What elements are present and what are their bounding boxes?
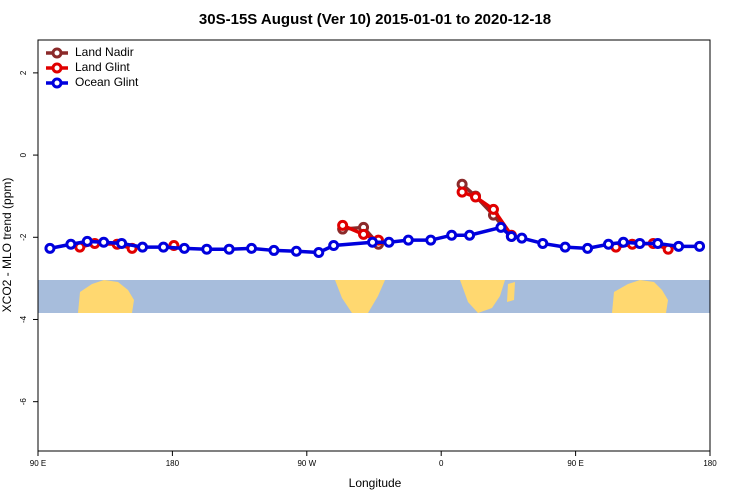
point <box>337 219 349 231</box>
point <box>81 235 93 247</box>
point <box>290 245 302 257</box>
plot-frame <box>37 39 711 452</box>
point <box>367 236 379 248</box>
point <box>223 243 235 255</box>
point <box>65 238 77 250</box>
point <box>652 237 664 249</box>
point <box>456 186 468 198</box>
point <box>402 234 414 246</box>
point <box>328 240 340 251</box>
y-tick-label: -4 <box>19 315 28 323</box>
y-tick-label: -2 <box>19 233 28 241</box>
legend-marker <box>51 77 63 89</box>
point <box>673 240 685 252</box>
x-tick-label: 180 <box>166 459 180 468</box>
legend-label: Land Nadir <box>75 45 134 59</box>
point <box>602 238 614 250</box>
point <box>464 229 476 241</box>
point <box>470 191 482 203</box>
point <box>383 236 395 248</box>
chart-title: 30S-15S August (Ver 10) 2015-01-01 to 20… <box>199 11 551 28</box>
point <box>446 229 458 241</box>
point <box>516 232 528 244</box>
point <box>178 242 190 254</box>
point <box>157 241 169 253</box>
point <box>201 243 213 255</box>
point <box>505 230 517 242</box>
x-tick-label: 90 W <box>297 459 316 468</box>
point <box>559 241 571 253</box>
legend-label: Land Glint <box>75 60 130 74</box>
point <box>313 246 325 258</box>
point <box>137 241 149 253</box>
y-tick-label: -6 <box>19 398 28 406</box>
x-tick-label: 0 <box>439 459 444 468</box>
y-tick-label: 2 <box>19 70 28 75</box>
point <box>537 237 549 249</box>
legend-marker <box>51 62 63 74</box>
x-tick-label: 90 E <box>30 459 46 468</box>
point <box>634 237 646 249</box>
y-tick-label: 0 <box>19 152 28 157</box>
point <box>617 236 629 248</box>
legend-marker <box>51 47 63 59</box>
point <box>116 237 128 249</box>
point <box>582 242 594 254</box>
legend-label: Ocean Glint <box>75 75 139 89</box>
point <box>268 244 280 256</box>
x-tick-label: 180 <box>703 459 717 468</box>
point <box>694 240 706 252</box>
x-axis-label: Longitude <box>349 476 402 490</box>
point <box>98 236 110 248</box>
point <box>246 242 258 254</box>
point <box>44 242 56 254</box>
map-band <box>38 280 710 313</box>
point <box>358 228 370 240</box>
point <box>487 203 499 215</box>
x-tick-label: 90 E <box>567 459 583 468</box>
y-axis-label: XCO2 - MLO trend (ppm) <box>0 178 14 313</box>
point <box>495 221 507 233</box>
point <box>425 234 437 246</box>
